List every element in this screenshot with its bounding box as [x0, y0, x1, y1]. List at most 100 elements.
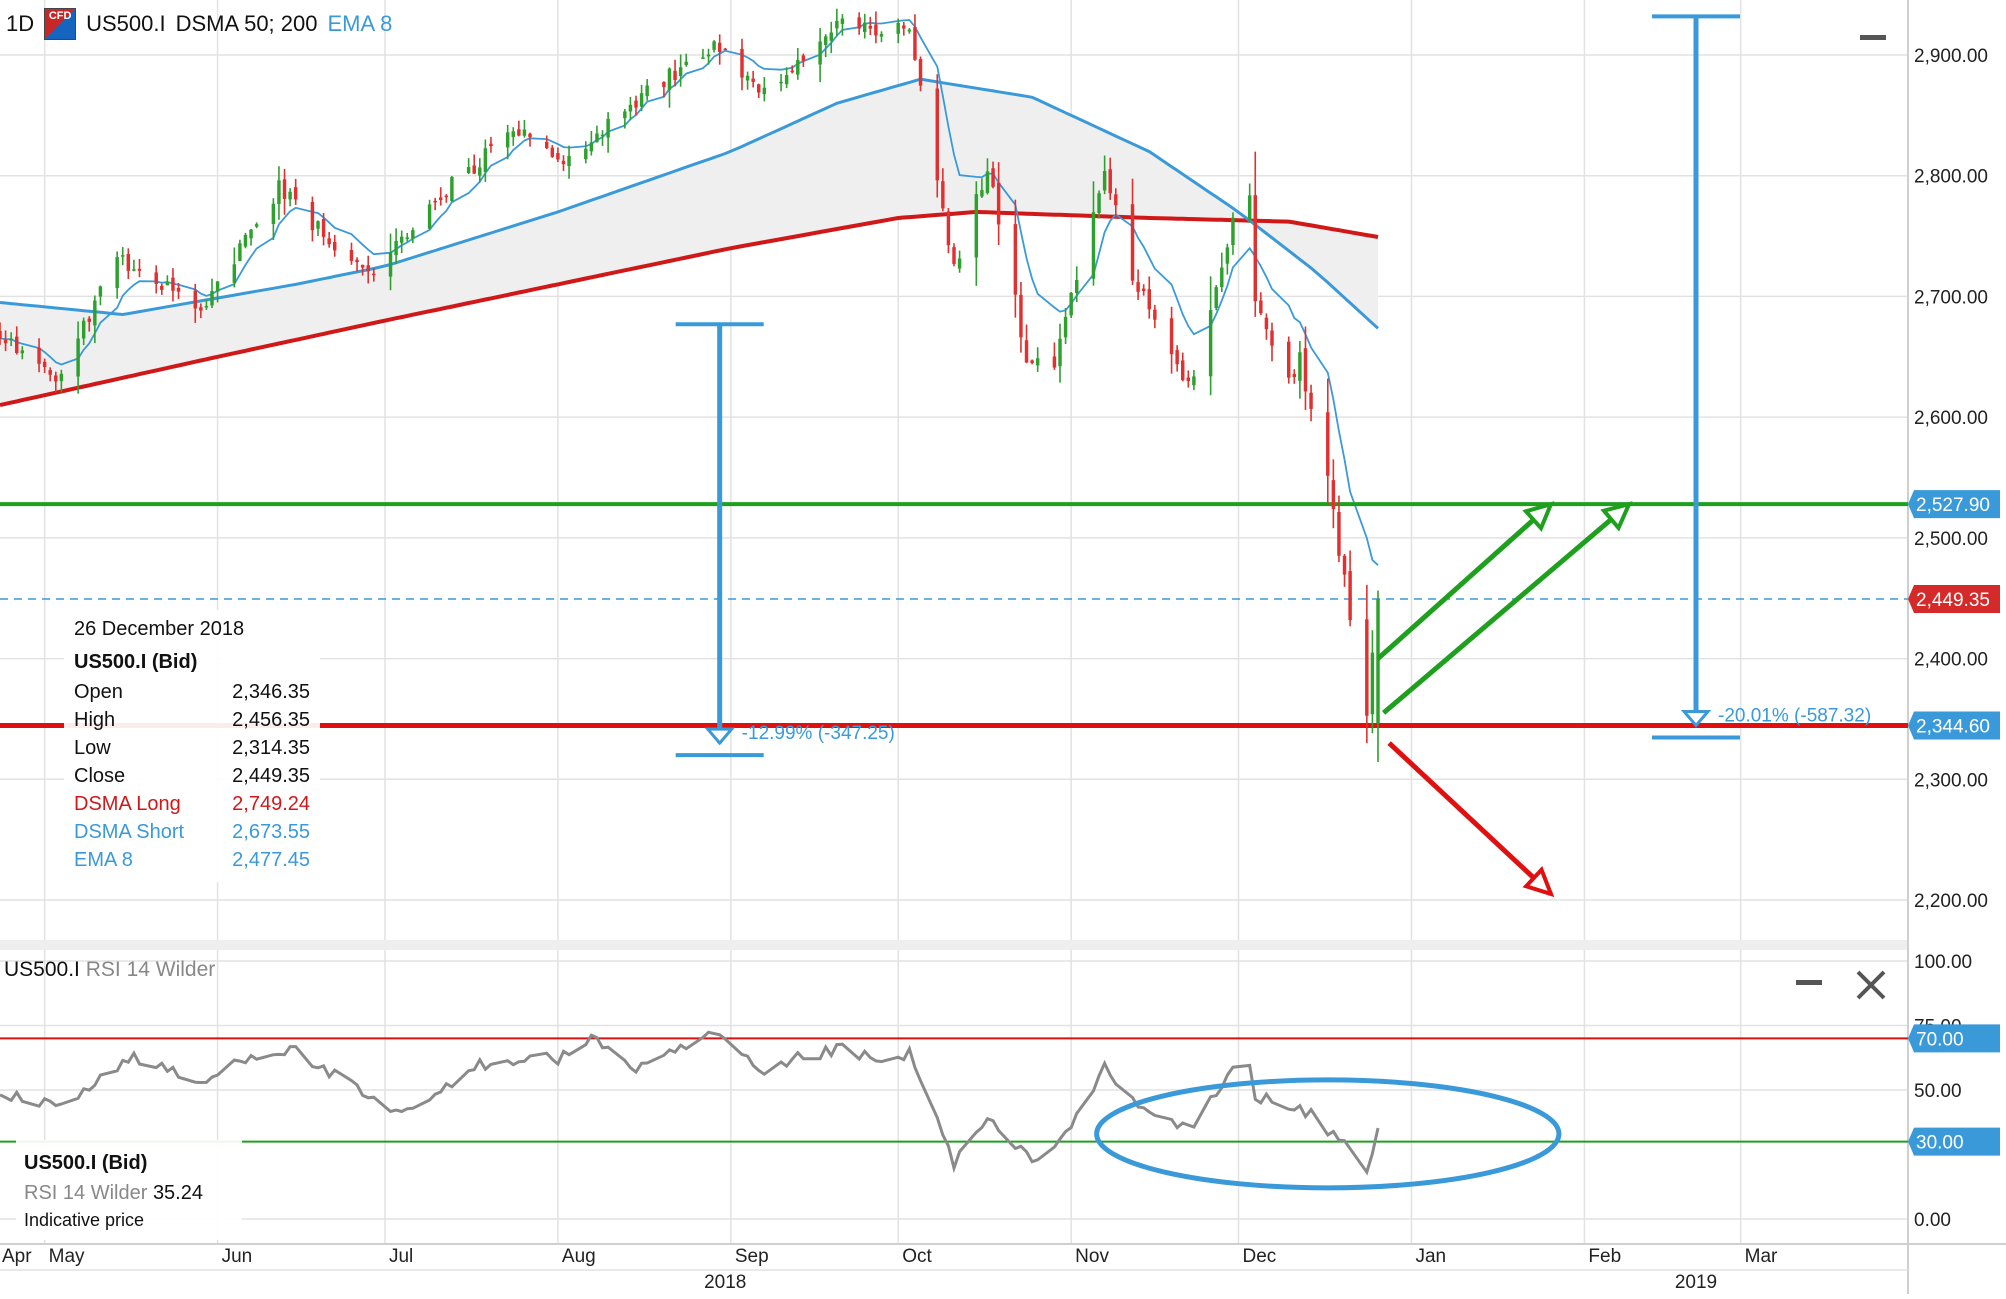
candle[interactable]: [1225, 243, 1230, 275]
candle[interactable]: [639, 84, 644, 112]
candle[interactable]: [249, 229, 253, 246]
candle[interactable]: [957, 250, 962, 273]
candle[interactable]: [450, 175, 454, 202]
candle[interactable]: [1169, 306, 1174, 374]
candle[interactable]: [288, 188, 292, 207]
candle[interactable]: [1253, 151, 1257, 317]
close-icon[interactable]: [1856, 970, 1886, 1000]
candle[interactable]: [835, 8, 839, 37]
candle[interactable]: [907, 28, 912, 34]
candle[interactable]: [293, 178, 298, 205]
candle[interactable]: [483, 139, 488, 182]
candle[interactable]: [745, 71, 750, 90]
candle[interactable]: [1013, 199, 1018, 318]
rsi-instrument[interactable]: US500.I: [4, 958, 80, 981]
candle[interactable]: [1365, 584, 1369, 744]
candle[interactable]: [1186, 370, 1191, 388]
candle[interactable]: [1231, 212, 1235, 255]
candle[interactable]: [411, 227, 415, 244]
candle[interactable]: [1264, 313, 1269, 340]
candle[interactable]: [879, 31, 884, 43]
candle[interactable]: [678, 54, 683, 87]
instrument-name[interactable]: US500.I: [86, 11, 166, 36]
candle[interactable]: [388, 233, 393, 291]
candle[interactable]: [991, 161, 995, 189]
candle[interactable]: [1303, 326, 1308, 411]
candle[interactable]: [282, 168, 287, 215]
candle[interactable]: [199, 303, 203, 319]
candle[interactable]: [1337, 495, 1341, 563]
rsi-highlight-ellipse[interactable]: [1094, 1077, 1562, 1191]
candle[interactable]: [740, 38, 744, 91]
candle[interactable]: [1270, 322, 1274, 362]
candle[interactable]: [59, 369, 64, 393]
candle[interactable]: [1208, 276, 1213, 396]
candle[interactable]: [857, 12, 861, 35]
candle[interactable]: [913, 14, 917, 61]
candle[interactable]: [522, 120, 527, 138]
measure-tool-1[interactable]: -12.99% (-347.25): [675, 322, 895, 758]
candle[interactable]: [478, 158, 482, 183]
candle[interactable]: [42, 358, 47, 374]
candle[interactable]: [667, 67, 672, 108]
candle[interactable]: [790, 65, 794, 74]
candle[interactable]: [9, 332, 13, 347]
rsi-line[interactable]: [0, 1030, 1380, 1176]
candle[interactable]: [1342, 554, 1347, 587]
candle[interactable]: [1220, 252, 1224, 292]
candle[interactable]: [623, 108, 627, 129]
candle[interactable]: [985, 158, 990, 195]
candle[interactable]: [673, 59, 677, 87]
candle[interactable]: [1035, 347, 1040, 372]
candle[interactable]: [946, 208, 951, 254]
candle[interactable]: [779, 73, 783, 92]
candle[interactable]: [81, 317, 86, 346]
candle[interactable]: [757, 83, 761, 99]
candle[interactable]: [918, 56, 923, 92]
candle[interactable]: [561, 155, 566, 171]
trend-arrow-3[interactable]: [1387, 741, 1555, 898]
candle[interactable]: [254, 222, 259, 229]
candle[interactable]: [121, 247, 125, 266]
candle[interactable]: [232, 247, 237, 288]
timeframe-selector[interactable]: 1D: [6, 11, 35, 36]
candle[interactable]: [684, 53, 688, 67]
candle[interactable]: [15, 326, 19, 355]
candle[interactable]: [137, 258, 142, 278]
candle[interactable]: [277, 166, 281, 220]
dsma-long-line[interactable]: [0, 209, 1379, 408]
candle[interactable]: [996, 162, 1001, 246]
candle[interactable]: [974, 181, 979, 286]
candle[interactable]: [54, 371, 58, 394]
candle[interactable]: [360, 264, 365, 276]
candle[interactable]: [310, 196, 315, 242]
candle[interactable]: [87, 316, 91, 332]
candle[interactable]: [1136, 269, 1140, 300]
candle[interactable]: [204, 299, 209, 310]
candle[interactable]: [796, 48, 800, 80]
ema-indicator-label[interactable]: EMA 8: [327, 11, 393, 36]
candle[interactable]: [589, 130, 594, 156]
candle[interactable]: [505, 124, 510, 160]
candle[interactable]: [902, 22, 906, 36]
candle[interactable]: [243, 232, 248, 249]
candle[interactable]: [567, 145, 571, 179]
candle[interactable]: [1063, 307, 1068, 345]
candle[interactable]: [874, 11, 878, 44]
candle[interactable]: [1141, 284, 1146, 296]
candle[interactable]: [1192, 370, 1196, 391]
candle[interactable]: [115, 251, 119, 299]
minimize-icon[interactable]: [1796, 980, 1822, 985]
candle[interactable]: [818, 28, 822, 83]
trend-arrow-2[interactable]: [1381, 501, 1633, 715]
candle[interactable]: [193, 283, 197, 323]
candle[interactable]: [48, 367, 52, 382]
candle[interactable]: [76, 321, 80, 394]
candle[interactable]: [1102, 155, 1107, 195]
candle[interactable]: [868, 16, 873, 36]
candle[interactable]: [1130, 178, 1135, 286]
candle[interactable]: [829, 21, 833, 54]
candle[interactable]: [645, 79, 649, 101]
candle[interactable]: [3, 330, 8, 352]
